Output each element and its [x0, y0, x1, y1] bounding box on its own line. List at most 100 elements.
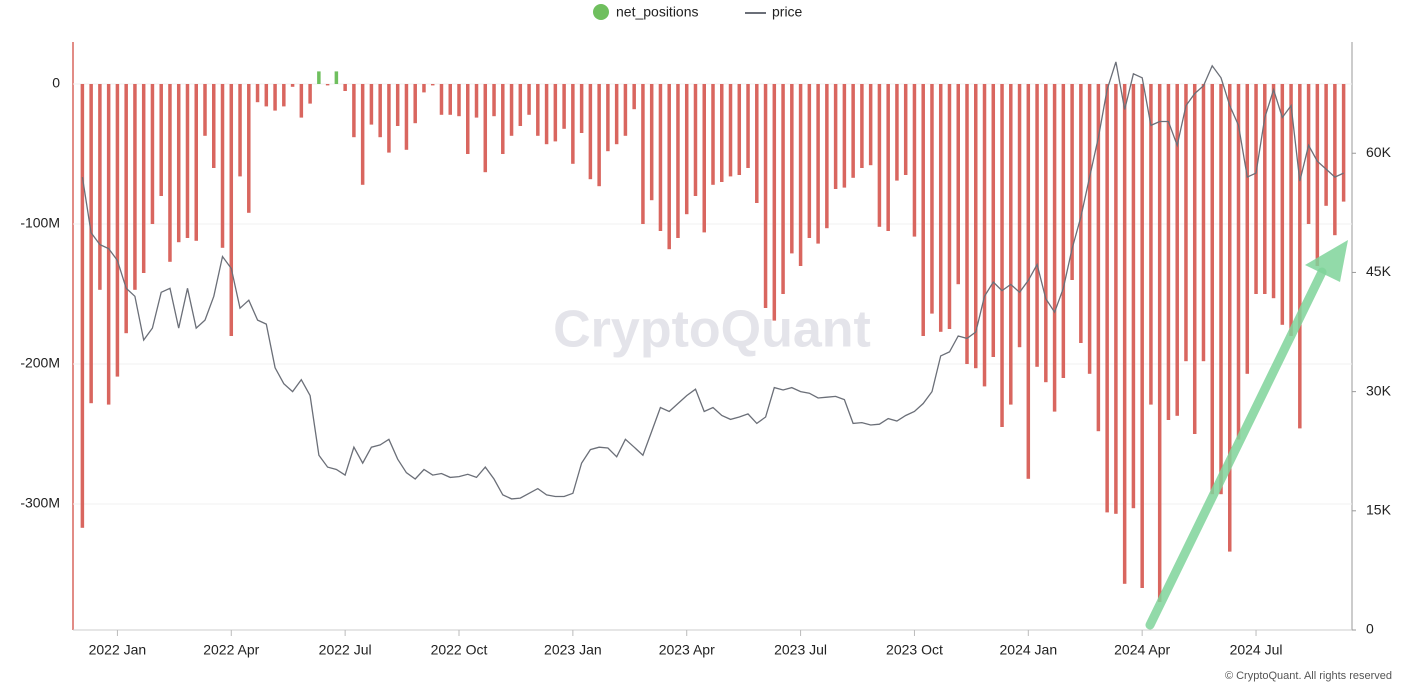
y-tick-label: 0: [52, 75, 60, 91]
bar: [1271, 84, 1276, 299]
bar: [1017, 84, 1022, 348]
bar: [676, 84, 680, 238]
bar: [325, 84, 330, 86]
y2-tick-label: 0: [1366, 621, 1374, 637]
bar: [1079, 84, 1083, 343]
bar: [1061, 84, 1066, 378]
bar: [509, 84, 514, 136]
bar: [159, 84, 163, 196]
bar: [1236, 84, 1241, 440]
bar: [133, 84, 137, 290]
bar: [1157, 84, 1162, 602]
bar: [974, 84, 978, 369]
bar: [457, 84, 461, 117]
bar: [290, 84, 295, 87]
bar: [921, 84, 925, 336]
bar: [1105, 84, 1109, 513]
bar: [203, 84, 207, 136]
bar: [798, 84, 803, 266]
x-tick-label: 2023 Jan: [544, 642, 602, 658]
bar: [746, 84, 750, 168]
bar: [141, 84, 146, 273]
bar: [693, 84, 698, 196]
bar: [597, 84, 601, 187]
bar: [501, 84, 505, 154]
bar: [387, 84, 391, 153]
bar: [360, 84, 365, 185]
bar: [1201, 84, 1206, 362]
x-tick-label: 2022 Jan: [89, 642, 147, 658]
bar: [334, 71, 339, 84]
bar: [89, 84, 93, 404]
bar: [623, 84, 628, 136]
bar: [877, 84, 882, 227]
bar: [264, 84, 269, 107]
arrow-head: [1305, 240, 1348, 282]
bar: [1140, 84, 1144, 588]
bar: [571, 84, 575, 164]
bar: [247, 84, 251, 213]
bar: [238, 84, 242, 177]
bar: [474, 84, 479, 118]
bar: [938, 84, 943, 332]
y2-tick-label: 15K: [1366, 502, 1392, 518]
x-tick-label: 2022 Apr: [203, 642, 259, 658]
bar: [991, 84, 996, 357]
bar: [702, 84, 706, 233]
legend-label: price: [772, 4, 803, 20]
bar: [641, 84, 645, 224]
bar: [763, 84, 768, 308]
x-tick-label: 2023 Apr: [659, 642, 715, 658]
bar: [667, 84, 671, 250]
legend: net_positions price: [593, 4, 803, 20]
bar: [168, 84, 172, 262]
bar: [448, 84, 452, 115]
bar: [176, 84, 181, 243]
bar: [1070, 84, 1074, 280]
bar: [378, 84, 382, 138]
bar: [842, 84, 847, 188]
bar: [413, 84, 417, 124]
x-tick-label: 2022 Jul: [319, 642, 372, 658]
bar: [579, 84, 584, 133]
bar: [1114, 84, 1118, 514]
bar: [1009, 84, 1013, 405]
y-tick-label: -300M: [20, 495, 60, 511]
bar: [1245, 84, 1250, 374]
bar: [903, 84, 908, 175]
bar: [606, 84, 610, 152]
y2-tick-label: 30K: [1366, 382, 1392, 398]
bar: [220, 84, 225, 248]
bar: [1044, 84, 1048, 383]
bar: [212, 84, 216, 168]
bar: [483, 84, 488, 173]
bar: [553, 84, 558, 142]
x-tick-label: 2024 Jul: [1230, 642, 1283, 658]
bar: [1219, 84, 1223, 495]
x-tick-label: 2023 Jul: [774, 642, 827, 658]
bar: [790, 84, 794, 254]
bar: [150, 84, 155, 224]
bar: [614, 84, 619, 145]
y2-tick-label: 45K: [1366, 263, 1392, 279]
bar: [343, 84, 347, 91]
bar: [194, 84, 198, 241]
bar: [1298, 84, 1302, 429]
bar: [720, 84, 724, 182]
y-tick-label: -100M: [20, 215, 60, 231]
bar: [1166, 84, 1171, 420]
bar: [868, 84, 873, 166]
bar: [825, 84, 829, 229]
bar: [527, 84, 531, 115]
bar: [728, 84, 733, 177]
bar: [1210, 84, 1214, 495]
bar: [1131, 84, 1136, 509]
x-tick-label: 2022 Oct: [431, 642, 488, 658]
bar: [299, 84, 304, 118]
bar: [807, 84, 812, 238]
bar: [282, 84, 286, 107]
bar: [772, 84, 777, 321]
bar: [562, 84, 566, 129]
bar: [422, 84, 426, 93]
